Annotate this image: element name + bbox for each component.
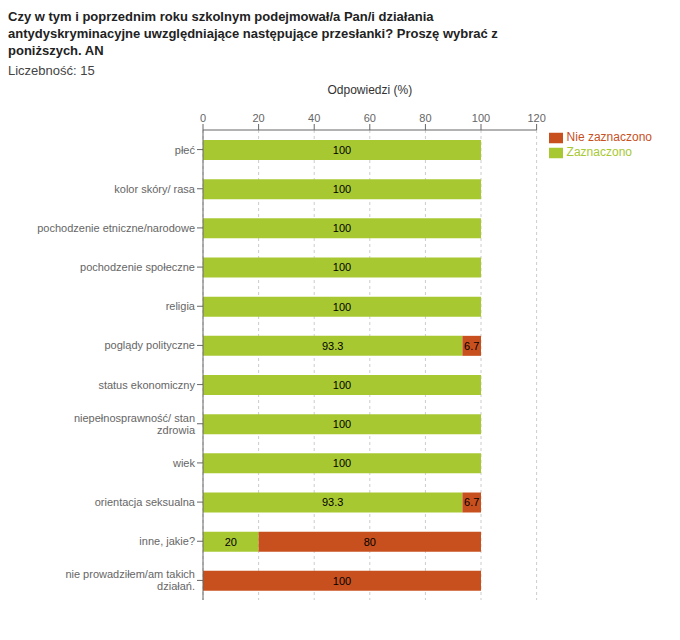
svg-text:100: 100 [333, 418, 351, 430]
svg-text:pochodzenie społeczne: pochodzenie społeczne [80, 261, 195, 273]
svg-text:100: 100 [333, 457, 351, 469]
svg-text:0: 0 [200, 112, 206, 124]
html-text:Nie zaznaczono: Nie zaznaczono [566, 130, 652, 144]
svg-text:niepełnosprawność/ stanzdrowia: niepełnosprawność/ stanzdrowia [74, 412, 196, 436]
svg-text:100: 100 [333, 261, 351, 273]
html-text:Zaznaczono: Zaznaczono [566, 144, 632, 159]
html-text:Czy w tym i poprzednim roku sz: Czy w tym i poprzednim roku szkolnym pod… [8, 9, 498, 58]
svg-text:80: 80 [419, 112, 431, 124]
svg-text:93.3: 93.3 [322, 496, 343, 508]
svg-text:93.3: 93.3 [322, 340, 343, 352]
svg-text:inne, jakie?: inne, jakie? [139, 535, 195, 547]
svg-text:status ekonomiczny: status ekonomiczny [98, 379, 195, 391]
svg-text:100: 100 [333, 575, 351, 587]
svg-text:6.7: 6.7 [464, 496, 479, 508]
svg-text:kolor skóry/ rasa: kolor skóry/ rasa [114, 183, 196, 195]
svg-text:100: 100 [333, 183, 351, 195]
html-text:Liczebność: 15: Liczebność: 15 [8, 63, 95, 78]
svg-text:80: 80 [364, 536, 376, 548]
svg-text:100: 100 [333, 379, 351, 391]
svg-text:40: 40 [308, 112, 320, 124]
svg-text:100: 100 [333, 222, 351, 234]
svg-text:20: 20 [225, 536, 237, 548]
svg-text:100: 100 [472, 112, 490, 124]
svg-text:100: 100 [333, 301, 351, 313]
svg-text:120: 120 [527, 112, 545, 124]
svg-text:pochodzenie etniczne/narodowe: pochodzenie etniczne/narodowe [37, 222, 195, 234]
svg-text:orientacja seksualna: orientacja seksualna [95, 496, 196, 508]
svg-text:wiek: wiek [172, 457, 196, 469]
svg-text:20: 20 [252, 112, 264, 124]
svg-text:religia: religia [166, 300, 196, 312]
svg-text:6.7: 6.7 [464, 340, 479, 352]
svg-text:Odpowiedzi (%): Odpowiedzi (%) [327, 83, 412, 97]
svg-text:60: 60 [364, 112, 376, 124]
svg-text:poglądy polityczne: poglądy polityczne [104, 339, 195, 351]
svg-text:płeć: płeć [175, 144, 196, 156]
svg-text:100: 100 [333, 144, 351, 156]
svg-text:nie prowadziłem/am takichdział: nie prowadziłem/am takichdziałań. [65, 568, 195, 592]
